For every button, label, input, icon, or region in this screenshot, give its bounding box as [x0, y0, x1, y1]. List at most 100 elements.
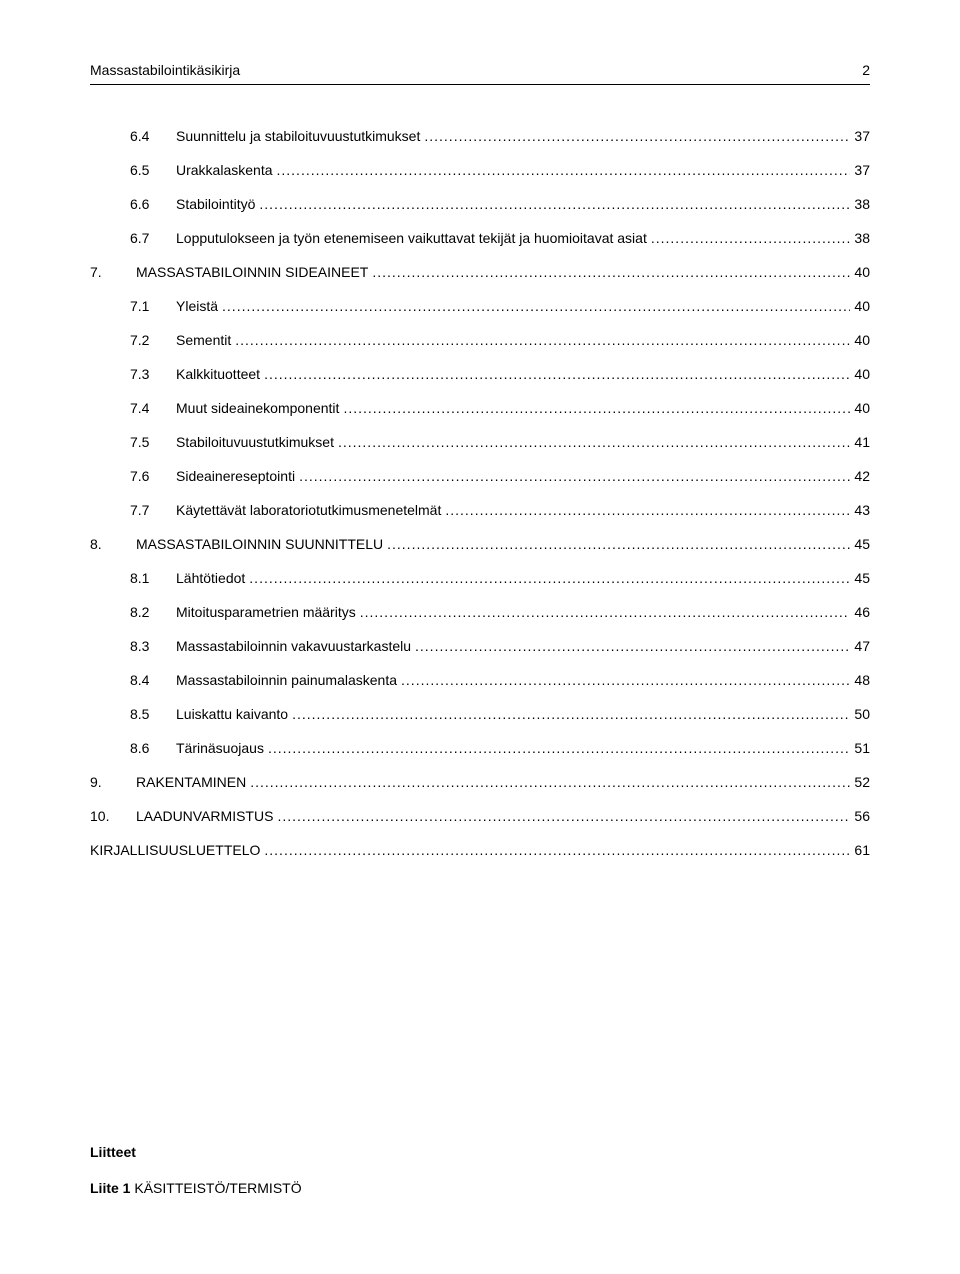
toc-number: 6.7 — [130, 231, 176, 245]
toc-leader: ........................................… — [368, 265, 850, 279]
toc-leader: ........................................… — [264, 741, 850, 755]
toc-number: 8.4 — [130, 673, 176, 687]
toc-leader: ........................................… — [288, 707, 850, 721]
toc-leader: ........................................… — [356, 605, 851, 619]
toc-page: 56 — [850, 809, 870, 823]
toc-page: 43 — [850, 503, 870, 517]
toc-leader: ........................................… — [218, 299, 850, 313]
toc-number: 8.5 — [130, 707, 176, 721]
toc-number: 7.1 — [130, 299, 176, 313]
toc-title: Mitoitusparametrien määritys — [176, 605, 356, 619]
toc-row: 10.LAADUNVARMISTUS......................… — [90, 809, 870, 823]
toc-row: 7.1Yleistä..............................… — [130, 299, 870, 313]
toc-leader: ........................................… — [260, 843, 850, 857]
toc-row: 6.6Stabilointityö.......................… — [130, 197, 870, 211]
toc-leader: ........................................… — [231, 333, 850, 347]
toc-title: MASSASTABILOINNIN SUUNNITTELU — [136, 537, 383, 551]
toc-page: 48 — [850, 673, 870, 687]
toc-row: 6.4Suunnittelu ja stabiloituvuustutkimuk… — [130, 129, 870, 143]
toc-row: 8.5Luiskattu kaivanto...................… — [130, 707, 870, 721]
toc-title: Käytettävät laboratoriotutkimusmenetelmä… — [176, 503, 441, 517]
toc-number: 10. — [90, 809, 136, 823]
toc-page: 46 — [850, 605, 870, 619]
toc-leader: ........................................… — [441, 503, 850, 517]
toc-number: 7.6 — [130, 469, 176, 483]
toc-title: Lähtötiedot — [176, 571, 245, 585]
table-of-contents: 6.4Suunnittelu ja stabiloituvuustutkimuk… — [90, 129, 870, 857]
toc-page: 38 — [850, 231, 870, 245]
toc-leader: ........................................… — [397, 673, 850, 687]
toc-number: 7. — [90, 265, 136, 279]
toc-number: 8. — [90, 537, 136, 551]
appendix-item: Liite 1 KÄSITTEISTÖ/TERMISTÖ — [90, 1180, 302, 1196]
toc-page: 45 — [850, 537, 870, 551]
toc-page: 40 — [850, 333, 870, 347]
toc-title: Lopputulokseen ja työn etenemiseen vaiku… — [176, 231, 647, 245]
toc-title: Luiskattu kaivanto — [176, 707, 288, 721]
toc-row: 7.3Kalkkituotteet.......................… — [130, 367, 870, 381]
toc-leader: ........................................… — [273, 163, 851, 177]
toc-page: 38 — [850, 197, 870, 211]
toc-leader: ........................................… — [260, 367, 850, 381]
appendix-heading: Liitteet — [90, 1144, 302, 1160]
toc-leader: ........................................… — [383, 537, 850, 551]
toc-page: 45 — [850, 571, 870, 585]
toc-page: 40 — [850, 299, 870, 313]
toc-leader: ........................................… — [245, 571, 850, 585]
toc-page: 50 — [850, 707, 870, 721]
toc-title: Tärinäsuojaus — [176, 741, 264, 755]
toc-title: Suunnittelu ja stabiloituvuustutkimukset — [176, 129, 420, 143]
toc-leader: ........................................… — [295, 469, 850, 483]
toc-title: Stabiloituvuustutkimukset — [176, 435, 334, 449]
toc-number: 6.6 — [130, 197, 176, 211]
toc-page: 42 — [850, 469, 870, 483]
toc-title: Urakkalaskenta — [176, 163, 273, 177]
toc-page: 37 — [850, 129, 870, 143]
toc-title: Yleistä — [176, 299, 218, 313]
toc-page: 40 — [850, 265, 870, 279]
toc-page: 52 — [850, 775, 870, 789]
toc-leader: ........................................… — [420, 129, 850, 143]
toc-row: 7.MASSASTABILOINNIN SIDEAINEET..........… — [90, 265, 870, 279]
toc-row: 7.6Sideainereseptointi..................… — [130, 469, 870, 483]
toc-title: Muut sideainekomponentit — [176, 401, 339, 415]
toc-number: 7.2 — [130, 333, 176, 347]
toc-leader: ........................................… — [647, 231, 851, 245]
page-header: Massastabilointikäsikirja 2 — [90, 62, 870, 78]
toc-number: 6.5 — [130, 163, 176, 177]
toc-page: 61 — [850, 843, 870, 857]
toc-number: 8.1 — [130, 571, 176, 585]
toc-number: 8.6 — [130, 741, 176, 755]
toc-row: 6.5Urakkalaskenta.......................… — [130, 163, 870, 177]
toc-title: Stabilointityö — [176, 197, 255, 211]
toc-row: 8.1Lähtötiedot..........................… — [130, 571, 870, 585]
toc-title: MASSASTABILOINNIN SIDEAINEET — [136, 265, 368, 279]
toc-number: 7.4 — [130, 401, 176, 415]
toc-title: RAKENTAMINEN — [136, 775, 246, 789]
toc-row: 6.7Lopputulokseen ja työn etenemiseen va… — [130, 231, 870, 245]
toc-row: 8.3Massastabiloinnin vakavuustarkastelu.… — [130, 639, 870, 653]
toc-page: 40 — [850, 367, 870, 381]
toc-title: Massastabiloinnin painumalaskenta — [176, 673, 397, 687]
toc-title: Kalkkituotteet — [176, 367, 260, 381]
toc-page: 41 — [850, 435, 870, 449]
toc-row: 7.4Muut sideainekomponentit.............… — [130, 401, 870, 415]
toc-page: 47 — [850, 639, 870, 653]
toc-leader: ........................................… — [339, 401, 850, 415]
toc-title: Sideainereseptointi — [176, 469, 295, 483]
toc-row: 7.7Käytettävät laboratoriotutkimusmenete… — [130, 503, 870, 517]
toc-title: Sementit — [176, 333, 231, 347]
toc-leader: ........................................… — [255, 197, 850, 211]
toc-row: 8.4Massastabiloinnin painumalaskenta....… — [130, 673, 870, 687]
toc-page: 37 — [850, 163, 870, 177]
doc-title: Massastabilointikäsikirja — [90, 62, 240, 78]
header-rule — [90, 84, 870, 85]
toc-row: 8.2Mitoitusparametrien määritys.........… — [130, 605, 870, 619]
toc-page: 40 — [850, 401, 870, 415]
appendix-item-title: KÄSITTEISTÖ/TERMISTÖ — [134, 1180, 301, 1196]
page-number: 2 — [862, 62, 870, 78]
toc-number: 8.2 — [130, 605, 176, 619]
toc-page: 51 — [850, 741, 870, 755]
toc-title: LAADUNVARMISTUS — [136, 809, 273, 823]
toc-number: 6.4 — [130, 129, 176, 143]
